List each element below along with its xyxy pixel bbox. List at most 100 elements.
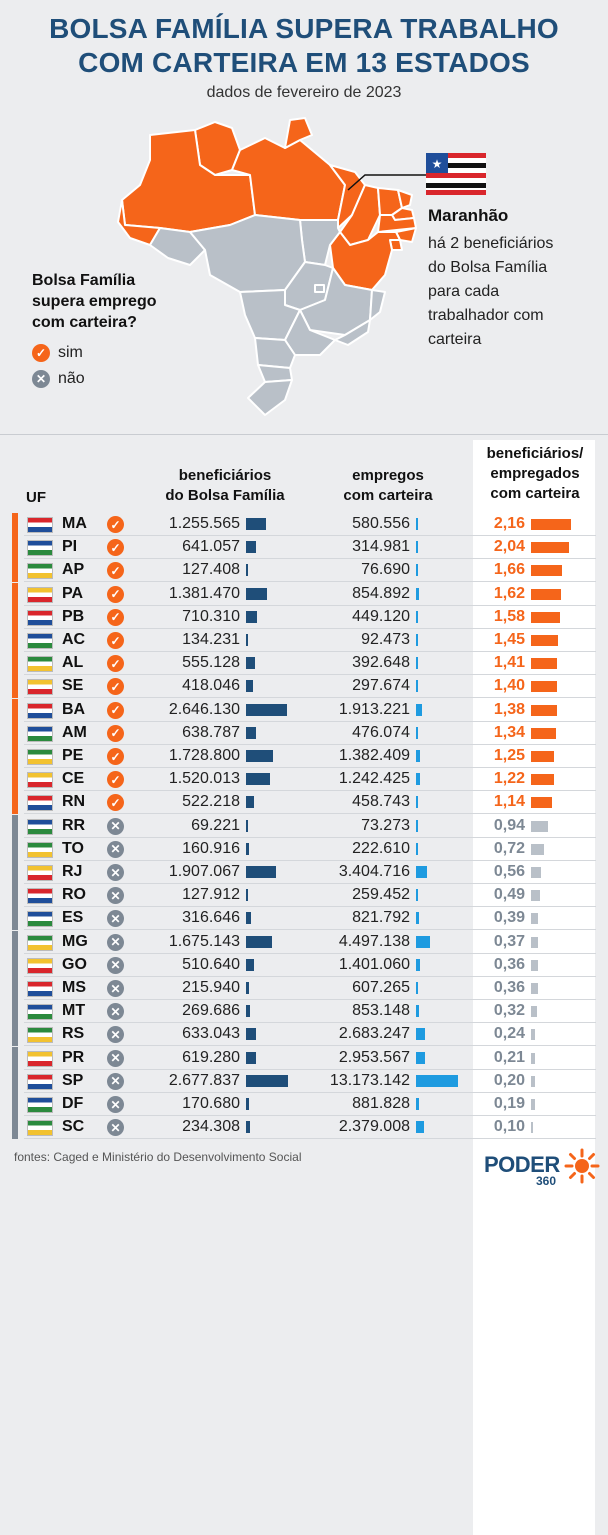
status-side-bar	[12, 698, 18, 722]
state-flag-icon	[27, 981, 53, 997]
map-region-es	[369, 289, 386, 321]
beneficiarios-bar	[246, 842, 249, 855]
row-separator	[24, 651, 596, 652]
cross-icon: ✕	[107, 840, 124, 858]
legend-question: Bolsa Família supera emprego com carteir…	[32, 270, 212, 333]
empregos-value: 392.648	[352, 654, 410, 672]
legend-question-line: com carteira?	[32, 314, 137, 331]
ratio-value: 1,45	[493, 631, 525, 648]
state-code: AC	[62, 631, 86, 648]
beneficiarios-bar	[246, 912, 251, 925]
empregos-bar	[416, 889, 418, 902]
header-line: do Bolsa Família	[165, 487, 285, 504]
ratio-value: 1,41	[493, 654, 525, 672]
empregos-value: 3.404.716	[338, 863, 410, 880]
status-side-bar	[12, 930, 18, 954]
check-icon: ✓	[107, 632, 124, 649]
state-flag-icon	[27, 818, 53, 835]
cross-icon: ✕	[107, 1049, 124, 1067]
maranhao-flag: ★	[426, 153, 486, 195]
cross-icon: ✕	[32, 370, 50, 388]
state-flag-icon	[27, 1050, 53, 1067]
beneficiarios-bar	[246, 982, 250, 994]
table-row: SE ✓ 418.046 297.674 1,40	[0, 675, 608, 699]
cross-icon: ✕	[107, 1026, 124, 1044]
check-icon: ✓	[107, 748, 124, 765]
table-row: SC ✕ 234.308 2.379.008 0,10	[0, 1116, 608, 1140]
chart-title: BOLSA FAMÍLIA SUPERA TRABALHO COM CARTEI…	[0, 12, 608, 80]
status-side-bar	[12, 1116, 18, 1140]
ratio-value: 1,38	[493, 700, 525, 718]
state-flag-icon	[27, 957, 53, 974]
empregos-value: 458.743	[352, 793, 410, 811]
row-separator	[24, 952, 596, 954]
state-code: MA	[62, 515, 87, 532]
beneficiarios-bar	[246, 935, 273, 948]
ratio-bar	[531, 1099, 535, 1110]
legend-no: ✕ não	[32, 370, 85, 388]
empregos-value: 607.265	[352, 979, 410, 996]
cross-icon: ✕	[107, 980, 124, 997]
callout-line: para cada	[428, 283, 500, 300]
empregos-bar	[416, 564, 418, 577]
empregos-value: 92.473	[361, 631, 410, 648]
empregos-value: 2.379.008	[338, 1118, 410, 1136]
empregos-value: 222.610	[352, 839, 410, 857]
ratio-bar	[531, 727, 556, 739]
state-code: PR	[62, 1048, 85, 1066]
check-icon: ✓	[107, 794, 124, 812]
row-separator	[24, 1022, 596, 1024]
callout-line: do Bolsa Família	[428, 259, 548, 276]
check-icon: ✓	[107, 516, 124, 533]
cross-icon: ✕	[107, 887, 124, 905]
ratio-value: 1,66	[493, 561, 525, 579]
state-flag-icon	[27, 795, 53, 812]
ratio-value: 1,22	[493, 770, 525, 788]
empregos-bar	[416, 1121, 424, 1134]
sun-icon	[564, 1148, 600, 1184]
row-separator	[24, 1091, 596, 1093]
header-uf: UF	[26, 489, 46, 506]
beneficiarios-bar	[246, 680, 253, 693]
table-row: DF ✕ 170.680 881.828 0,19	[0, 1093, 608, 1116]
beneficiarios-bar	[246, 541, 256, 554]
cross-icon: ✕	[107, 864, 124, 881]
beneficiarios-value: 234.308	[182, 1118, 240, 1136]
ratio-value: 0,24	[493, 1025, 525, 1043]
empregos-bar	[416, 680, 418, 693]
status-side-bar	[12, 629, 18, 652]
row-separator	[24, 883, 596, 884]
table-row: AL ✓ 555.128 392.648 1,41	[0, 652, 608, 676]
check-icon: ✓	[107, 771, 124, 789]
empregos-value: 853.148	[352, 1002, 410, 1020]
row-separator	[24, 1138, 596, 1140]
ratio-bar	[531, 890, 541, 902]
beneficiarios-value: 710.310	[182, 607, 240, 625]
ratio-value: 2,04	[493, 538, 525, 556]
check-icon: ✓	[107, 585, 124, 603]
empregos-bar	[416, 866, 427, 878]
empregos-bar	[416, 726, 418, 739]
ratio-bar	[531, 843, 545, 855]
map-region-rn	[397, 189, 413, 209]
table-row: PB ✓ 710.310 449.120 1,58	[0, 605, 608, 629]
state-code: CE	[62, 770, 85, 788]
empregos-value: 854.892	[352, 584, 410, 602]
state-flag-icon	[27, 934, 53, 951]
beneficiarios-value: 638.787	[182, 723, 240, 741]
check-icon: ✓	[107, 539, 124, 557]
empregos-value: 580.556	[352, 515, 410, 532]
table-row: RS ✕ 633.043 2.683.247 0,24	[0, 1023, 608, 1047]
row-separator	[24, 790, 596, 792]
table-row: PI ✓ 641.057 314.981 2,04	[0, 536, 608, 560]
beneficiarios-bar	[246, 773, 270, 786]
ratio-bar	[531, 820, 549, 832]
row-separator	[24, 999, 596, 1000]
empregos-value: 476.074	[352, 723, 410, 741]
ratio-bar	[531, 1006, 537, 1018]
status-side-bar	[12, 513, 18, 536]
logo-text: PODER	[484, 1152, 560, 1177]
beneficiarios-value: 269.686	[182, 1002, 240, 1020]
beneficiarios-bar	[246, 1074, 288, 1087]
status-side-bar	[12, 814, 18, 838]
